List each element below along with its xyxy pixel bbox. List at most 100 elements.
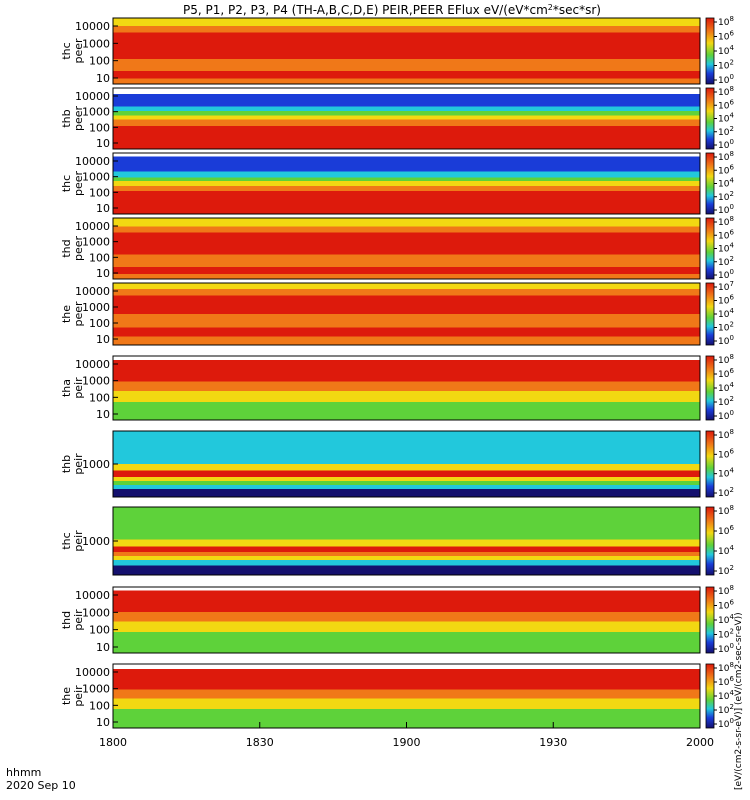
x-tick-label: 1930 bbox=[539, 736, 567, 749]
y-tick-label: 100 bbox=[89, 121, 110, 134]
y-tick-label: 100 bbox=[89, 391, 110, 404]
y-axis-probe: the bbox=[60, 305, 73, 323]
colorbar-tick-label: 102 bbox=[718, 395, 734, 408]
y-axis-species: peer bbox=[72, 236, 85, 262]
y-tick-label: 100 bbox=[89, 251, 110, 264]
colorbar-tick-label: 106 bbox=[718, 228, 734, 241]
spectrogram-image bbox=[113, 153, 700, 214]
colorbar-tick-label: 102 bbox=[718, 255, 734, 268]
colorbar-tick-label: 104 bbox=[718, 44, 734, 57]
colorbar-tick-label: 108 bbox=[718, 150, 734, 163]
panel-frame bbox=[112, 17, 701, 85]
y-tick-label: 1000 bbox=[82, 236, 110, 249]
colorbar-tick-label: 106 bbox=[718, 98, 734, 111]
y-tick-label: 10 bbox=[96, 641, 110, 654]
y-tick-label: 10000 bbox=[75, 589, 110, 602]
y-axis-probe: thc bbox=[60, 532, 73, 549]
colorbar bbox=[705, 282, 715, 346]
colorbar-tick-label: 100 bbox=[718, 642, 734, 655]
y-tick-label: 10000 bbox=[75, 20, 110, 33]
y-tick-label: 10 bbox=[96, 408, 110, 421]
y-tick-label: 10 bbox=[96, 267, 110, 280]
y-tick-label: 1000 bbox=[82, 106, 110, 119]
colorbar bbox=[705, 152, 715, 215]
colorbar-tick-label: 106 bbox=[718, 675, 734, 688]
panel-thc-peir: 1000 thc peir 108 106 104 102 bbox=[60, 504, 734, 577]
colorbar-tick-label: 100 bbox=[718, 73, 734, 86]
colorbar bbox=[705, 87, 715, 150]
colorbar-tick-label: 108 bbox=[718, 504, 734, 517]
colorbar-tick-label: 108 bbox=[718, 584, 734, 597]
y-tick-label: 1000 bbox=[82, 535, 110, 548]
colorbar bbox=[705, 430, 715, 498]
colorbar-tick-label: 102 bbox=[718, 190, 734, 203]
y-tick-label: 100 bbox=[89, 699, 110, 712]
x-tick-label: 1900 bbox=[393, 736, 421, 749]
y-tick-label: 10000 bbox=[75, 666, 110, 679]
y-axis-probe: thd bbox=[60, 239, 73, 257]
y-tick-label: 10 bbox=[96, 333, 110, 346]
colorbar-tick-label: 102 bbox=[718, 703, 734, 716]
colorbar bbox=[705, 663, 715, 729]
spectrogram-image bbox=[113, 431, 700, 497]
y-tick-label: 10 bbox=[96, 716, 110, 729]
y-axis-species: peer bbox=[72, 171, 85, 197]
colorbar-tick-label: 104 bbox=[718, 177, 734, 190]
colorbar-tick-label: 100 bbox=[718, 268, 734, 281]
y-axis-species: peer bbox=[72, 38, 85, 64]
spectrogram-image bbox=[113, 587, 700, 653]
y-axis-species: peer bbox=[72, 106, 85, 132]
panel-thb-peir: 1000 thb peir 108 106 104 102 bbox=[60, 428, 734, 499]
spectrogram-image bbox=[113, 507, 700, 575]
panel-frame bbox=[112, 586, 701, 654]
colorbar-tick-label: 106 bbox=[718, 447, 734, 460]
spectrogram-image bbox=[113, 356, 700, 420]
y-axis-probe: thb bbox=[60, 455, 73, 473]
y-axis-probe: tha bbox=[60, 379, 73, 397]
y-axis-probe: thd bbox=[60, 611, 73, 629]
y-tick-label: 100 bbox=[89, 624, 110, 637]
y-axis-species: peer bbox=[72, 301, 85, 327]
y-axis-probe: thc bbox=[60, 42, 73, 59]
colorbar-tick-label: 108 bbox=[718, 661, 734, 674]
y-tick-label: 10000 bbox=[75, 155, 110, 168]
y-axis-species: peir bbox=[72, 685, 85, 707]
y-axis-species: peir bbox=[72, 530, 85, 552]
colorbar-tick-label: 108 bbox=[718, 215, 734, 228]
y-tick-label: 100 bbox=[89, 55, 110, 68]
colorbar-tick-label: 107 bbox=[718, 280, 734, 293]
spectrogram-image bbox=[113, 218, 700, 279]
colorbar-title: [eV/(cm2-s-sr-eV)] (eV/(cm2-sec-sr-eV)) bbox=[734, 612, 744, 790]
y-tick-label: 1000 bbox=[82, 606, 110, 619]
colorbar-tick-label: 102 bbox=[718, 125, 734, 138]
colorbar-tick-label: 100 bbox=[718, 203, 734, 216]
y-tick-label: 1000 bbox=[82, 683, 110, 696]
y-axis-species: peir bbox=[72, 377, 85, 399]
colorbar bbox=[705, 586, 715, 654]
spectrogram-image bbox=[113, 18, 700, 84]
spectrogram-image bbox=[113, 283, 700, 345]
spectrogram-image bbox=[113, 88, 700, 149]
colorbar-tick-label: 108 bbox=[718, 15, 734, 28]
colorbar-tick-label: 102 bbox=[718, 321, 734, 334]
colorbar bbox=[705, 355, 715, 421]
colorbar-tick-label: 106 bbox=[718, 524, 734, 537]
colorbar bbox=[705, 217, 715, 280]
colorbar-tick-label: 106 bbox=[718, 599, 734, 612]
colorbar-tick-label: 104 bbox=[718, 613, 734, 626]
y-tick-label: 1000 bbox=[82, 458, 110, 471]
time-axis: 1800 1830 1900 1930 2000 bbox=[99, 722, 714, 749]
colorbar-tick-label: 100 bbox=[718, 409, 734, 422]
colorbar-tick-label: 104 bbox=[718, 544, 734, 557]
panel-frame bbox=[112, 355, 701, 421]
panel-frame bbox=[112, 87, 701, 150]
colorbar-tick-label: 108 bbox=[718, 428, 734, 441]
y-axis-species: peir bbox=[72, 609, 85, 631]
x-tick-label: 1830 bbox=[246, 736, 274, 749]
